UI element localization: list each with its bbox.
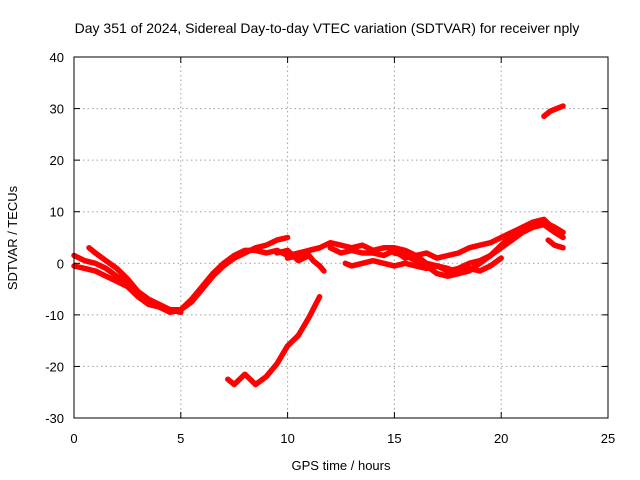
y-tick-label: 30: [50, 102, 64, 117]
y-tick-label: -10: [45, 308, 64, 323]
x-tick-label: 20: [494, 431, 508, 446]
x-axis-label: GPS time / hours: [292, 458, 391, 473]
y-tick-label: 0: [57, 256, 64, 271]
satellite-track-10: [545, 237, 566, 251]
x-tick-label: 10: [280, 431, 294, 446]
grid: [74, 57, 608, 418]
y-tick-label: -20: [45, 359, 64, 374]
y-tick-label: 20: [50, 153, 64, 168]
x-tick-label: 25: [601, 431, 615, 446]
x-tick-label: 15: [387, 431, 401, 446]
y-axis-label: SDTVAR / TECUs: [5, 185, 20, 290]
plot-frame: [73, 56, 609, 419]
y-tick-label: 40: [50, 50, 64, 65]
satellite-track-4: [225, 294, 323, 388]
satellite-track-9: [391, 216, 558, 279]
chart-title: Day 351 of 2024, Sidereal Day-to-day VTE…: [75, 20, 580, 36]
x-tick-label: 5: [177, 431, 184, 446]
data-series: [71, 103, 566, 388]
axis-ticks: 0 5 10 15 20 25 -30 -20 -10 0 10 20 30 40: [45, 50, 615, 446]
x-tick-label: 0: [70, 431, 77, 446]
y-tick-label: -30: [45, 411, 64, 426]
satellite-track-11: [541, 103, 566, 120]
satellite-track-3: [86, 245, 184, 316]
satellite-track-5: [274, 247, 327, 274]
y-tick-label: 10: [50, 205, 64, 220]
